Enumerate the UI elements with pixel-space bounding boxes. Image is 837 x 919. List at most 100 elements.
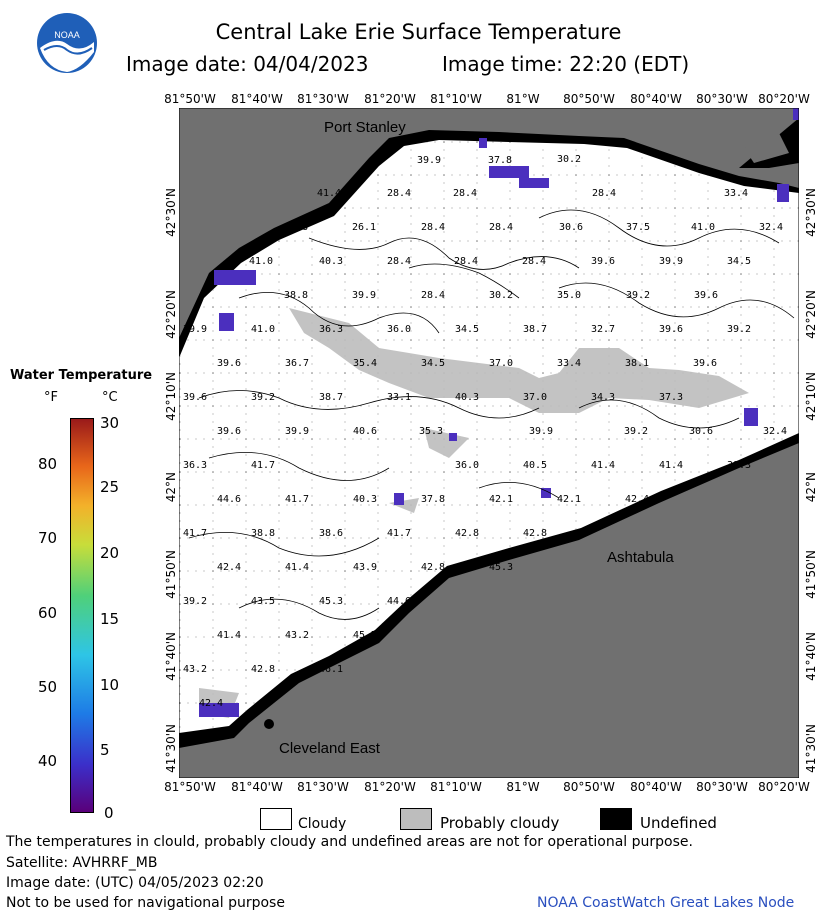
temp-value: 30.2 <box>489 290 513 301</box>
lon-label: 81°50'W <box>164 780 216 794</box>
key-undefined-label: Undefined <box>640 814 717 832</box>
temp-value: 40.3 <box>455 392 479 403</box>
temp-value: 39.3 <box>727 460 751 471</box>
c-tick: 25 <box>100 478 120 496</box>
temp-value: 28.4 <box>592 188 616 199</box>
temp-value: 35.3 <box>419 426 443 437</box>
temp-value: 39.6 <box>694 290 718 301</box>
temp-value: 34.5 <box>727 256 751 267</box>
temp-value: 39.9 <box>659 256 683 267</box>
c-tick: 15 <box>100 610 120 628</box>
temp-value: 37.3 <box>659 392 683 403</box>
temp-value: 41.0 <box>249 256 273 267</box>
temp-value: 30.6 <box>559 222 583 233</box>
temp-value: 33.4 <box>724 188 748 199</box>
lon-label: 81°W <box>506 780 540 794</box>
page-title: Central Lake Erie Surface Temperature <box>215 20 622 44</box>
temp-value: 28.4 <box>421 222 445 233</box>
temp-value: 34.5 <box>421 358 445 369</box>
lon-label: 81°30'W <box>297 92 349 106</box>
legend-unit-c: °C <box>102 390 118 405</box>
lon-label: 80°30'W <box>696 780 748 794</box>
lon-label: 80°20'W <box>758 780 810 794</box>
temp-value: 39.6 <box>659 324 683 335</box>
temp-value: 43.9 <box>353 562 377 573</box>
image-date: Image date: 04/04/2023 <box>126 52 369 76</box>
temp-value: 42.8 <box>251 664 275 675</box>
temp-value: 39.9 <box>183 324 207 335</box>
lat-label: 42°10'N <box>804 372 818 421</box>
temp-value: 45.3 <box>489 562 513 573</box>
temp-value: 42.8 <box>455 528 479 539</box>
temp-value: 39.9 <box>417 155 441 166</box>
temp-value: 41.7 <box>387 528 411 539</box>
temp-value: 36.7 <box>285 358 309 369</box>
c-tick: 20 <box>100 544 120 562</box>
temp-value: 37.8 <box>421 494 445 505</box>
temp-value: 42.4 <box>199 698 223 709</box>
temp-value: 41.4 <box>285 562 309 573</box>
lat-label: 42°10'N <box>164 372 178 421</box>
temp-value: 38.7 <box>523 324 547 335</box>
lat-label: 41°50'N <box>164 550 178 599</box>
temp-value: 43.5 <box>251 596 275 607</box>
temp-value: 45.7 <box>353 630 377 641</box>
image-time: Image time: 22:20 (EDT) <box>442 52 690 76</box>
temp-value: 28.4 <box>522 256 546 267</box>
temperature-values: 39.9 37.8 30.2 41.4 28.4 28.4 28.4 33.4 … <box>183 154 787 743</box>
key-undefined-swatch <box>600 808 632 830</box>
temp-value: 28.4 <box>387 256 411 267</box>
lat-label: 42°20'N <box>164 290 178 339</box>
temp-value: 40.6 <box>353 426 377 437</box>
temp-value: 34.5 <box>455 324 479 335</box>
isotherm-contours <box>188 209 795 620</box>
temp-value: 30.6 <box>689 426 713 437</box>
lat-label: 41°50'N <box>804 550 818 599</box>
temp-value: 28.4 <box>454 256 478 267</box>
lat-label: 41°30'N <box>164 724 178 773</box>
lat-label: 42°N <box>164 472 178 503</box>
temp-value: 44.6 <box>217 494 241 505</box>
temp-value: 46.1 <box>319 664 343 675</box>
temp-value: 40.3 <box>319 256 343 267</box>
temp-value: 42.8 <box>523 528 547 539</box>
temp-value: 43.2 <box>183 664 207 675</box>
key-probably-cloudy-swatch <box>400 808 432 830</box>
temp-value: 30.2 <box>557 154 581 165</box>
place-port-stanley: Port Stanley <box>324 119 406 136</box>
temp-value: 26.1 <box>352 222 376 233</box>
temp-value: 43.2 <box>285 630 309 641</box>
color-scale-bar <box>70 418 94 813</box>
temp-value: 42.4 <box>217 562 241 573</box>
temp-value: 36.3 <box>183 460 207 471</box>
temp-value: 28.4 <box>421 290 445 301</box>
legend-unit-f: °F <box>44 390 58 405</box>
lat-label: 42°30'N <box>164 188 178 237</box>
temp-value: 39.9 <box>529 426 553 437</box>
place-cleveland-east: Cleveland East <box>279 740 381 757</box>
temp-value: 41.4 <box>659 460 683 471</box>
temp-value: 38.6 <box>319 528 343 539</box>
temp-value: 42.1 <box>557 494 581 505</box>
lon-label: 80°30'W <box>696 92 748 106</box>
footer-note: The temperatures in clould, probably clo… <box>6 834 693 850</box>
temp-value: 36.0 <box>455 460 479 471</box>
temp-value: 37.0 <box>523 392 547 403</box>
temp-value: 42.1 <box>489 494 513 505</box>
temp-value: 42.8 <box>284 222 308 233</box>
footer-credit: NOAA CoastWatch Great Lakes Node <box>537 895 795 911</box>
lat-label: 42°N <box>804 472 818 503</box>
key-probably-cloudy-label: Probably cloudy <box>440 814 560 832</box>
footer-nav-warning: Not to be used for navigational purpose <box>6 895 285 911</box>
f-tick: 60 <box>38 604 58 622</box>
temp-value: 36.1 <box>183 732 207 743</box>
lon-label: 80°50'W <box>563 780 615 794</box>
lat-label: 41°40'N <box>804 632 818 681</box>
key-cloudy-swatch <box>260 808 292 830</box>
lon-label: 81°10'W <box>430 780 482 794</box>
temp-value: 37.5 <box>626 222 650 233</box>
temp-value: 44.6 <box>387 596 411 607</box>
temp-value: 33.1 <box>387 392 411 403</box>
sst-map: Port Stanley Ashtabula Cleveland East 39… <box>178 107 800 779</box>
c-tick: 10 <box>100 676 120 694</box>
